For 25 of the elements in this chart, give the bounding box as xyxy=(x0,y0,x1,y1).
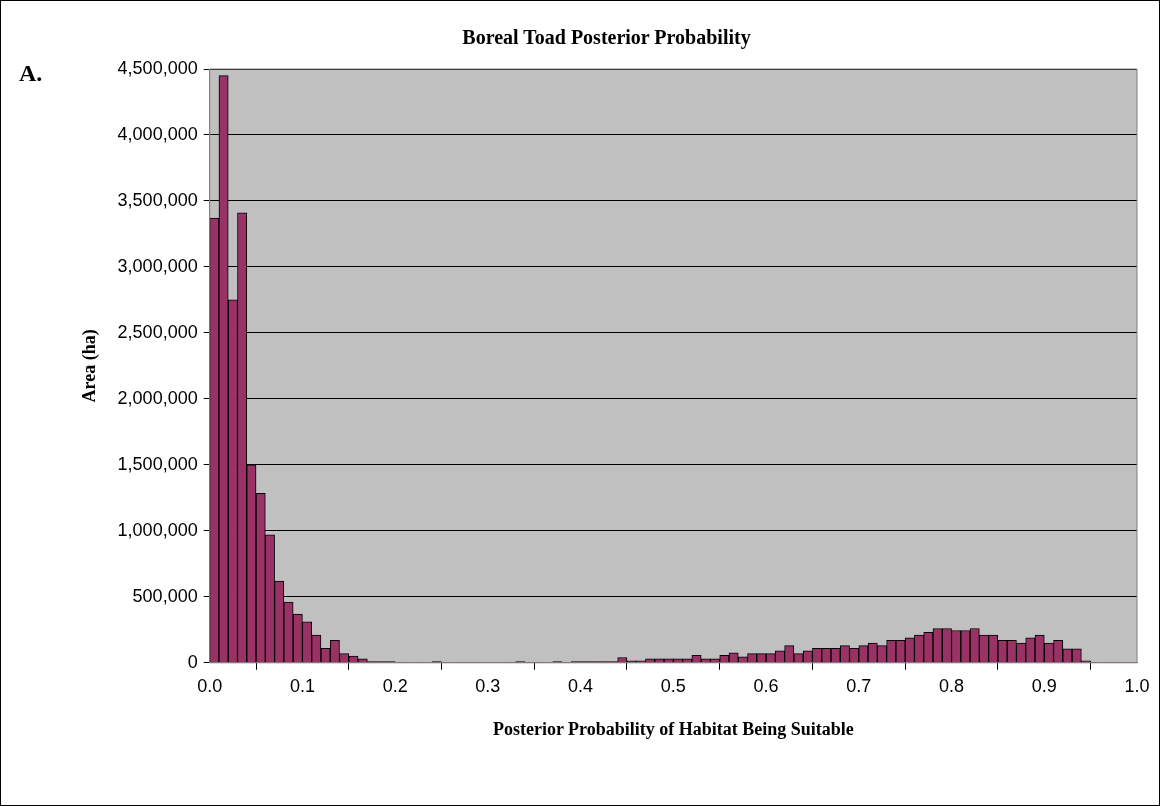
x-tick-label: 0.1 xyxy=(289,675,315,696)
x-tick-label: 0.8 xyxy=(939,675,965,696)
x-tick-label: 0.3 xyxy=(475,675,501,696)
y-tick-label: 500,000 xyxy=(132,585,198,606)
y-tick-label: 1,000,000 xyxy=(117,519,198,540)
y-tick-label: 2,000,000 xyxy=(117,387,198,408)
x-axis-title: Posterior Probability of Habitat Being Suitable xyxy=(492,718,854,739)
x-tick-label: 0.4 xyxy=(568,675,594,696)
x-tick-label: 0.6 xyxy=(753,675,779,696)
x-tick-label: 0.0 xyxy=(197,675,223,696)
y-tick-label: 2,500,000 xyxy=(117,321,198,342)
y-tick-label: 0 xyxy=(187,651,198,672)
x-tick-label: 0.5 xyxy=(660,675,686,696)
chart-title: Boreal Toad Posterior Probability xyxy=(462,26,751,50)
x-tick-label: 0.2 xyxy=(382,675,408,696)
y-tick-label: 4,000,000 xyxy=(117,123,198,144)
y-tick-label: 3,000,000 xyxy=(117,255,198,276)
x-tick-label: 1.0 xyxy=(1124,675,1150,696)
text: A. xyxy=(19,60,43,86)
y-axis-title: Area (ha) xyxy=(79,329,101,403)
x-tick-label: 0.7 xyxy=(846,675,872,696)
y-tick-label: 4,500,000 xyxy=(117,57,198,78)
y-tick-label: 1,500,000 xyxy=(117,453,198,474)
y-tick-label: 3,500,000 xyxy=(117,189,198,210)
x-tick-label: 0.9 xyxy=(1031,675,1057,696)
